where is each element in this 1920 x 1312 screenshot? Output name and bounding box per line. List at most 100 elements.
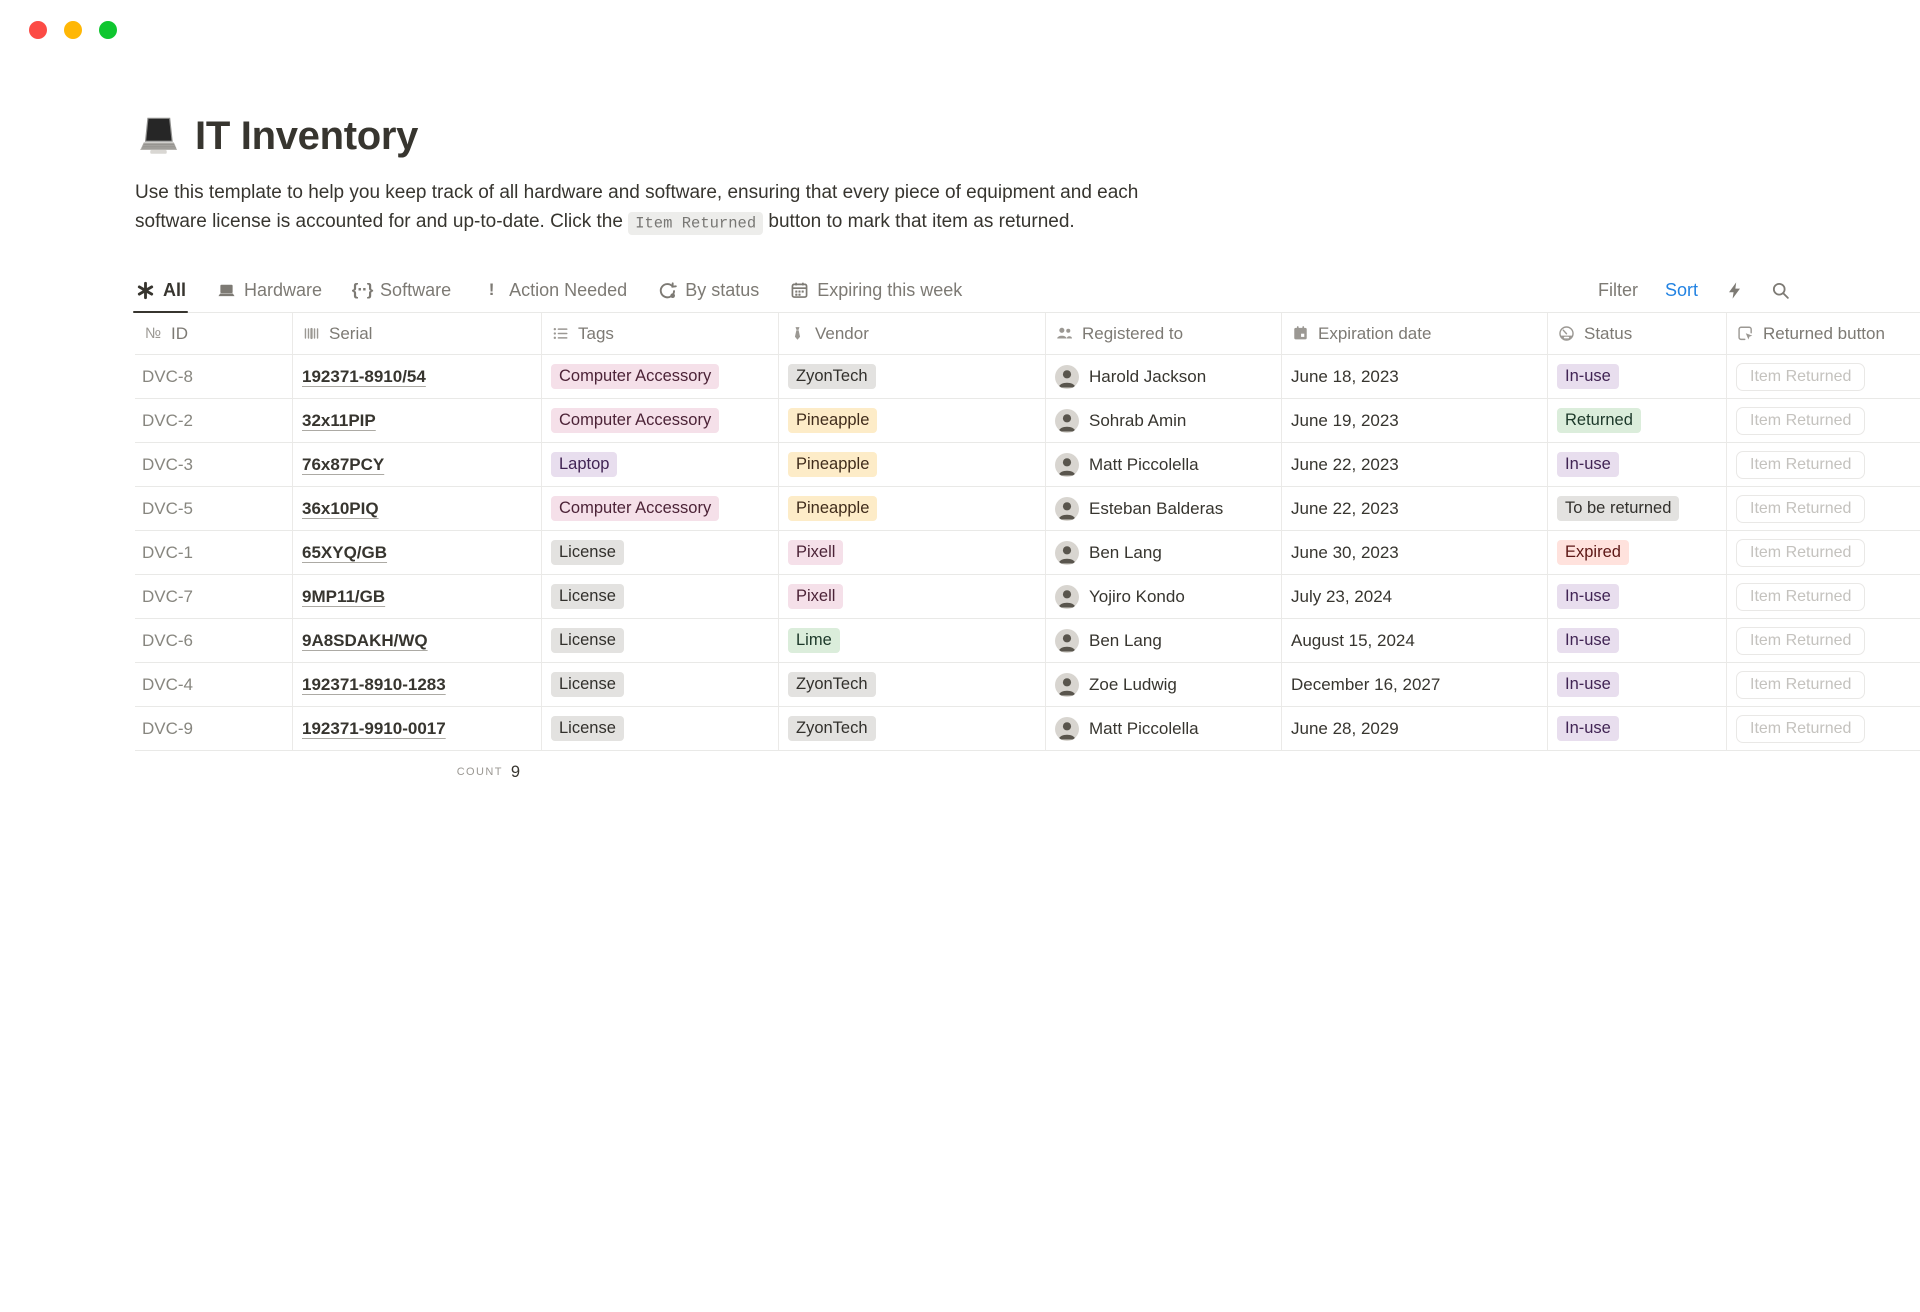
- cell-status[interactable]: In-use: [1548, 443, 1727, 487]
- cell-vendor[interactable]: Pixell: [779, 575, 1046, 619]
- cell-expiration-date[interactable]: July 23, 2024: [1282, 575, 1548, 619]
- cell-serial[interactable]: 32x11PIP: [293, 399, 542, 443]
- cell-vendor[interactable]: Pineapple: [779, 487, 1046, 531]
- serial-link[interactable]: 9MP11/GB: [302, 586, 386, 606]
- minimize-button[interactable]: [64, 21, 82, 39]
- cell-vendor[interactable]: ZyonTech: [779, 355, 1046, 399]
- item-returned-button[interactable]: Item Returned: [1736, 450, 1866, 479]
- column-header-registered-to[interactable]: Registered to: [1046, 313, 1282, 355]
- column-header-status[interactable]: Status: [1548, 313, 1727, 355]
- cell-tags[interactable]: License: [542, 707, 779, 751]
- filter-button[interactable]: Filter: [1597, 279, 1638, 300]
- cell-expiration-date[interactable]: June 19, 2023: [1282, 399, 1548, 443]
- cell-id[interactable]: DVC-9: [135, 707, 293, 751]
- tab-action-needed[interactable]: ! Action Needed: [481, 268, 627, 312]
- serial-link[interactable]: 192371-8910-1283: [302, 674, 446, 694]
- cell-serial[interactable]: 76x87PCY: [293, 443, 542, 487]
- cell-id[interactable]: DVC-7: [135, 575, 293, 619]
- serial-link[interactable]: 192371-9910-0017: [302, 718, 446, 738]
- cell-serial[interactable]: 65XYQ/GB: [293, 531, 542, 575]
- column-header-returned-button[interactable]: Returned button: [1727, 313, 1920, 355]
- serial-link[interactable]: 36x10PIQ: [302, 498, 379, 518]
- cell-expiration-date[interactable]: June 18, 2023: [1282, 355, 1548, 399]
- cell-registered-to[interactable]: Zoe Ludwig: [1046, 663, 1282, 707]
- item-returned-button[interactable]: Item Returned: [1736, 714, 1866, 743]
- cell-expiration-date[interactable]: June 28, 2029: [1282, 707, 1548, 751]
- tab-hardware[interactable]: Hardware: [216, 268, 322, 312]
- cell-serial[interactable]: 192371-9910-0017: [293, 707, 542, 751]
- cell-serial[interactable]: 192371-8910-1283: [293, 663, 542, 707]
- zoom-button[interactable]: [99, 21, 117, 39]
- cell-status[interactable]: In-use: [1548, 355, 1727, 399]
- cell-tags[interactable]: Computer Accessory: [542, 399, 779, 443]
- serial-link[interactable]: 32x11PIP: [302, 410, 376, 430]
- cell-tags[interactable]: Computer Accessory: [542, 487, 779, 531]
- cell-registered-to[interactable]: Harold Jackson: [1046, 355, 1282, 399]
- cell-expiration-date[interactable]: December 16, 2027: [1282, 663, 1548, 707]
- cell-expiration-date[interactable]: June 30, 2023: [1282, 531, 1548, 575]
- cell-id[interactable]: DVC-2: [135, 399, 293, 443]
- cell-expiration-date[interactable]: June 22, 2023: [1282, 487, 1548, 531]
- cell-registered-to[interactable]: Matt Piccolella: [1046, 707, 1282, 751]
- item-returned-button[interactable]: Item Returned: [1736, 538, 1866, 567]
- laptop-emoji-icon[interactable]: [135, 113, 182, 160]
- cell-tags[interactable]: License: [542, 663, 779, 707]
- cell-id[interactable]: DVC-6: [135, 619, 293, 663]
- cell-tags[interactable]: License: [542, 575, 779, 619]
- cell-tags[interactable]: Laptop: [542, 443, 779, 487]
- cell-id[interactable]: DVC-8: [135, 355, 293, 399]
- column-header-expiration-date[interactable]: Expiration date: [1282, 313, 1548, 355]
- cell-vendor[interactable]: Pineapple: [779, 399, 1046, 443]
- item-returned-button[interactable]: Item Returned: [1736, 406, 1866, 435]
- cell-vendor[interactable]: ZyonTech: [779, 663, 1046, 707]
- tab-all[interactable]: All: [132, 268, 189, 313]
- item-returned-button[interactable]: Item Returned: [1736, 362, 1866, 391]
- cell-status[interactable]: In-use: [1548, 619, 1727, 663]
- item-returned-button[interactable]: Item Returned: [1736, 494, 1866, 523]
- cell-registered-to[interactable]: Ben Lang: [1046, 531, 1282, 575]
- cell-vendor[interactable]: ZyonTech: [779, 707, 1046, 751]
- cell-id[interactable]: DVC-5: [135, 487, 293, 531]
- cell-vendor[interactable]: Pineapple: [779, 443, 1046, 487]
- cell-registered-to[interactable]: Matt Piccolella: [1046, 443, 1282, 487]
- serial-link[interactable]: 76x87PCY: [302, 454, 385, 474]
- cell-vendor[interactable]: Lime: [779, 619, 1046, 663]
- column-header-serial[interactable]: Serial: [293, 313, 542, 355]
- cell-tags[interactable]: Computer Accessory: [542, 355, 779, 399]
- serial-link[interactable]: 65XYQ/GB: [302, 542, 388, 562]
- cell-serial[interactable]: 9MP11/GB: [293, 575, 542, 619]
- cell-status[interactable]: Returned: [1548, 399, 1727, 443]
- tab-by-status[interactable]: By status: [657, 268, 759, 312]
- tab-software[interactable]: {··} Software: [352, 268, 451, 312]
- cell-registered-to[interactable]: Yojiro Kondo: [1046, 575, 1282, 619]
- count-calculation[interactable]: COUNT 9: [293, 751, 542, 793]
- lightning-icon[interactable]: [1725, 281, 1744, 300]
- cell-status[interactable]: To be returned: [1548, 487, 1727, 531]
- cell-serial[interactable]: 192371-8910/54: [293, 355, 542, 399]
- cell-expiration-date[interactable]: August 15, 2024: [1282, 619, 1548, 663]
- cell-id[interactable]: DVC-3: [135, 443, 293, 487]
- item-returned-button[interactable]: Item Returned: [1736, 582, 1866, 611]
- cell-status[interactable]: In-use: [1548, 707, 1727, 751]
- search-icon[interactable]: [1771, 281, 1790, 300]
- cell-vendor[interactable]: Pixell: [779, 531, 1046, 575]
- serial-link[interactable]: 9A8SDAKH/WQ: [302, 630, 428, 650]
- cell-id[interactable]: DVC-1: [135, 531, 293, 575]
- sort-button[interactable]: Sort: [1664, 279, 1698, 300]
- cell-registered-to[interactable]: Esteban Balderas: [1046, 487, 1282, 531]
- cell-expiration-date[interactable]: June 22, 2023: [1282, 443, 1548, 487]
- column-header-tags[interactable]: Tags: [542, 313, 779, 355]
- cell-status[interactable]: Expired: [1548, 531, 1727, 575]
- cell-tags[interactable]: License: [542, 531, 779, 575]
- cell-status[interactable]: In-use: [1548, 663, 1727, 707]
- cell-registered-to[interactable]: Ben Lang: [1046, 619, 1282, 663]
- cell-serial[interactable]: 36x10PIQ: [293, 487, 542, 531]
- cell-serial[interactable]: 9A8SDAKH/WQ: [293, 619, 542, 663]
- column-header-vendor[interactable]: Vendor: [779, 313, 1046, 355]
- column-header-id[interactable]: № ID: [135, 313, 293, 355]
- cell-tags[interactable]: License: [542, 619, 779, 663]
- cell-status[interactable]: In-use: [1548, 575, 1727, 619]
- cell-id[interactable]: DVC-4: [135, 663, 293, 707]
- serial-link[interactable]: 192371-8910/54: [302, 366, 426, 386]
- tab-expiring-this-week[interactable]: Expiring this week: [789, 268, 962, 312]
